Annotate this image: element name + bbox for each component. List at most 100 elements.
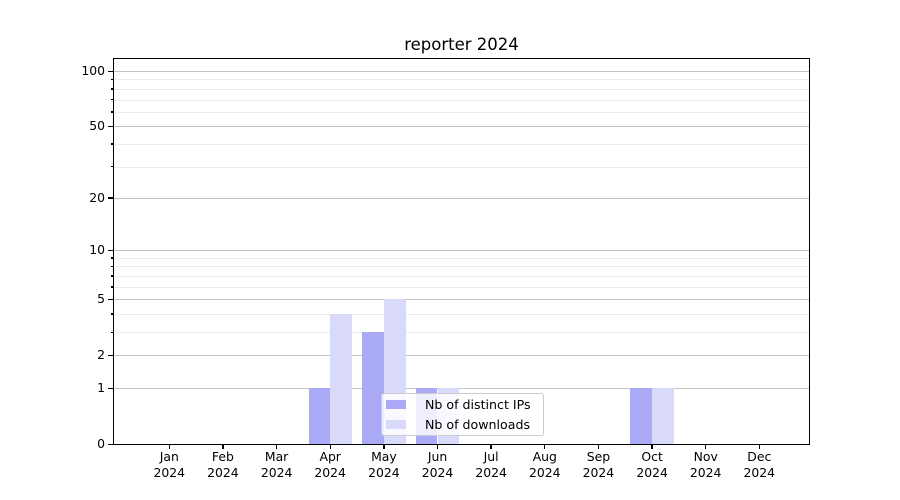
- x-tick-year: 2024: [743, 464, 776, 480]
- major-gridline: [114, 299, 809, 301]
- y-tick-mark: [108, 197, 113, 199]
- y-minor-tick-mark: [110, 88, 113, 90]
- x-tick-month: Apr: [319, 449, 341, 464]
- y-minor-tick-mark: [110, 331, 113, 333]
- x-tick-year: 2024: [636, 464, 668, 480]
- x-tick-year: 2024: [582, 464, 615, 480]
- major-gridline: [114, 71, 809, 72]
- x-tick-mark: [705, 445, 707, 449]
- minor-gridline: [114, 275, 809, 277]
- major-gridline: [114, 250, 809, 252]
- x-tick-month: Aug: [532, 449, 557, 464]
- x-tick-month: Feb: [211, 449, 234, 464]
- x-tick-mark: [222, 445, 224, 449]
- x-tick-label: Jan 2024: [137, 449, 201, 480]
- x-tick-label: May 2024: [352, 449, 416, 480]
- y-tick-label: 50: [89, 118, 105, 134]
- y-tick-mark: [108, 443, 113, 445]
- y-minor-tick-mark: [110, 265, 113, 268]
- y-minor-tick-mark: [110, 166, 113, 168]
- x-tick-month: Nov: [693, 449, 718, 464]
- legend-swatch-nb-of-distinct-ips: [386, 400, 406, 409]
- x-tick-year: 2024: [689, 464, 722, 480]
- major-gridline: [114, 355, 809, 357]
- x-tick-year: 2024: [475, 464, 507, 480]
- x-tick-year: 2024: [421, 464, 454, 480]
- x-tick-month: Jun: [427, 449, 448, 464]
- y-tick-mark: [108, 298, 113, 301]
- x-tick-mark: [383, 445, 385, 449]
- x-tick-year: 2024: [529, 464, 561, 480]
- minor-gridline: [114, 88, 809, 90]
- y-tick-label: 0: [97, 436, 105, 451]
- major-gridline: [114, 197, 809, 199]
- y-tick-label: 100: [81, 63, 105, 78]
- y-minor-tick-mark: [110, 111, 113, 113]
- bar-nb-of-downloads-oct: [652, 388, 674, 444]
- plot-area: [113, 58, 810, 445]
- x-tick-mark: [436, 445, 439, 449]
- minor-gridline: [114, 332, 809, 333]
- legend-entry: Nb of downloads: [386, 415, 543, 435]
- x-tick-mark: [490, 445, 492, 449]
- bar-nb-of-downloads-apr: [330, 313, 352, 444]
- x-tick-label: Dec 2024: [727, 449, 791, 480]
- x-tick-mark: [651, 445, 653, 449]
- x-tick-label: Mar 2024: [245, 449, 309, 480]
- y-minor-tick-mark: [110, 143, 113, 145]
- x-tick-label: Jul 2024: [459, 449, 523, 480]
- legend-entry: Nb of distinct IPs: [386, 395, 543, 415]
- x-tick-label: Feb 2024: [191, 449, 255, 480]
- y-tick-mark: [108, 354, 113, 357]
- x-tick-mark: [597, 445, 600, 449]
- y-minor-tick-mark: [110, 275, 113, 277]
- legend-swatch-nb-of-downloads: [386, 420, 406, 429]
- minor-gridline: [114, 257, 809, 259]
- x-tick-label: Oct 2024: [620, 449, 684, 480]
- major-gridline: [114, 126, 809, 128]
- x-tick-year: 2024: [153, 464, 186, 480]
- y-minor-tick-mark: [110, 257, 113, 259]
- legend: Nb of distinct IPs Nb of downloads: [381, 393, 544, 436]
- x-tick-year: 2024: [314, 464, 346, 480]
- y-tick-mark: [108, 249, 113, 252]
- chart-title: reporter 2024: [404, 35, 519, 54]
- y-tick-label: 10: [89, 242, 105, 258]
- minor-gridline: [114, 111, 809, 113]
- x-tick-mark: [544, 445, 546, 449]
- x-tick-mark: [168, 445, 170, 449]
- minor-gridline: [114, 166, 809, 168]
- y-tick-label: 5: [97, 291, 105, 307]
- x-tick-label: Jun 2024: [406, 449, 470, 480]
- minor-gridline: [114, 143, 809, 145]
- legend-label: Nb of downloads: [425, 417, 531, 432]
- x-tick-year: 2024: [207, 464, 239, 480]
- bar-nb-of-distinct-ips-may: [362, 332, 384, 444]
- x-tick-month: Sep: [586, 449, 611, 464]
- x-tick-label: Nov 2024: [674, 449, 738, 480]
- minor-gridline: [114, 79, 809, 81]
- x-tick-month: Oct: [641, 449, 663, 464]
- x-tick-label: Apr 2024: [298, 449, 362, 480]
- x-tick-month: May: [371, 449, 397, 464]
- minor-gridline: [114, 99, 809, 101]
- x-tick-year: 2024: [368, 464, 400, 480]
- x-tick-mark: [275, 445, 278, 449]
- y-minor-tick-mark: [110, 286, 113, 288]
- x-tick-label: Aug 2024: [513, 449, 577, 480]
- x-tick-month: Jan: [159, 449, 179, 464]
- x-tick-mark: [758, 445, 760, 449]
- y-tick-label: 2: [97, 347, 105, 363]
- x-tick-mark: [329, 445, 331, 449]
- x-tick-month: Jul: [483, 449, 499, 464]
- y-tick-mark: [108, 70, 113, 72]
- major-gridline: [114, 388, 809, 389]
- y-tick-mark: [108, 125, 113, 128]
- y-tick-mark: [108, 387, 113, 389]
- x-tick-label: Sep 2024: [566, 449, 630, 480]
- bar-nb-of-distinct-ips-apr: [308, 388, 331, 444]
- legend-label: Nb of distinct IPs: [425, 397, 531, 412]
- y-tick-label: 1: [97, 380, 105, 395]
- minor-gridline: [114, 286, 809, 288]
